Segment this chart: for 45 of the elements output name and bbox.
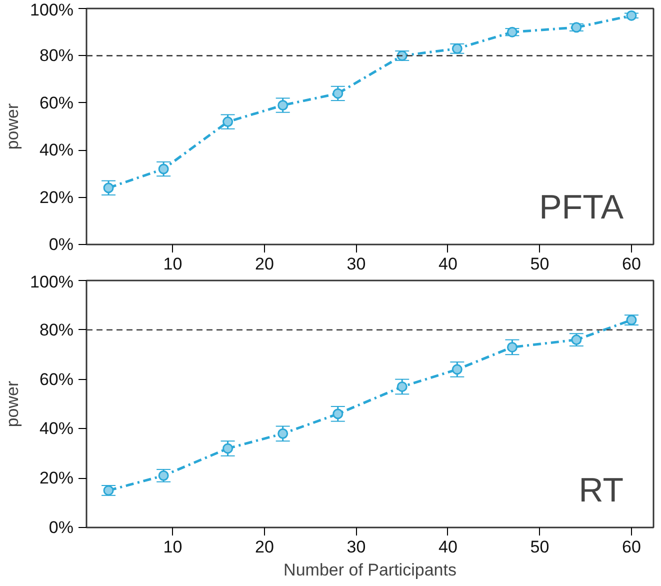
x-tick-label: 30 <box>346 538 366 556</box>
y-tick-label: 60% <box>39 370 74 389</box>
x-tick-label: 30 <box>346 254 366 274</box>
point <box>222 116 234 128</box>
point <box>506 26 518 38</box>
point <box>278 428 288 439</box>
annotation: RT <box>578 472 624 510</box>
point <box>626 10 637 21</box>
y-tick-label: 100% <box>30 272 74 292</box>
y-tick-label: 80% <box>39 46 74 66</box>
y-tick-label: 60% <box>39 93 74 112</box>
point <box>452 43 462 54</box>
point <box>158 470 169 481</box>
y-tick-label: 40% <box>39 140 74 160</box>
point <box>571 334 582 346</box>
y-tick-label: 80% <box>39 320 74 340</box>
x-axis-title: Number of Participants <box>284 560 456 580</box>
x-tick-label: 10 <box>163 538 182 556</box>
y-tick-label: 0% <box>48 518 74 537</box>
annotation: PFTA <box>539 188 624 226</box>
point <box>103 485 114 496</box>
point <box>222 443 234 454</box>
x-tick-label: 20 <box>255 254 274 274</box>
y-tick-label: 0% <box>48 235 74 254</box>
point <box>278 100 288 110</box>
point <box>332 408 344 420</box>
y-axis-title: power <box>3 103 22 150</box>
x-tick-label: 60 <box>622 254 641 274</box>
y-tick-label: 40% <box>39 419 74 438</box>
point <box>396 381 408 392</box>
point <box>626 314 637 326</box>
x-tick-label: 60 <box>622 538 641 556</box>
x-tick-label: 40 <box>438 538 458 556</box>
point <box>571 22 582 33</box>
x-tick-label: 50 <box>530 538 550 556</box>
y-tick-label: 100% <box>30 0 74 20</box>
x-tick-label: 40 <box>438 254 458 274</box>
x-tick-label: 20 <box>255 538 274 556</box>
y-tick-label: 20% <box>39 468 74 488</box>
point <box>452 364 462 375</box>
x-tick-label: 10 <box>163 254 182 274</box>
x-tick-label: 50 <box>530 254 550 274</box>
y-axis-title: power <box>3 380 22 428</box>
y-tick-label: 20% <box>39 188 74 207</box>
point <box>506 342 518 352</box>
